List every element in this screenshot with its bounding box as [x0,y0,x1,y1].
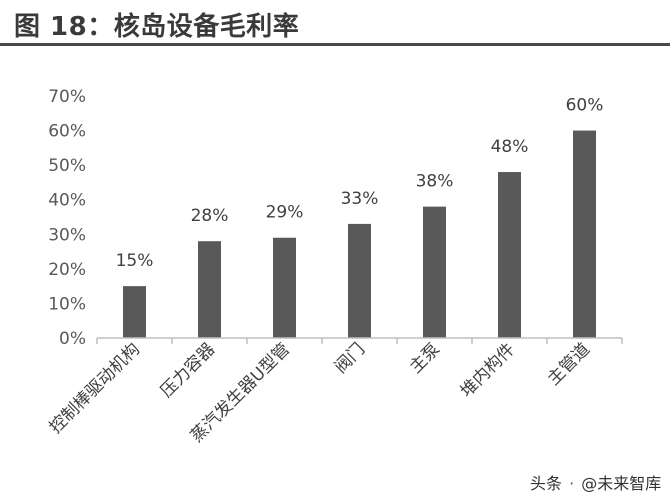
y-tick-label: 0% [59,329,86,349]
bar [123,286,146,338]
watermark-prefix: 头条 [530,474,563,493]
watermark-separator-icon: · [569,474,575,493]
y-tick-label: 40% [48,191,86,211]
bar [498,172,521,338]
y-tick-label: 50% [48,156,86,176]
bar [273,237,296,338]
y-tick-label: 70% [48,87,86,107]
bar-data-label: 28% [191,206,229,226]
bar-data-label: 29% [266,203,304,223]
bar [423,206,446,338]
bar-data-label: 15% [116,251,154,271]
x-axis-ticks [96,338,623,344]
bar-data-label: 33% [341,189,379,209]
figure-header: 图 18：核岛设备毛利率 [0,0,670,46]
bars [123,130,596,338]
watermark-handle: @未来智库 [581,474,662,493]
y-tick-label: 10% [48,294,86,314]
bar [573,130,596,338]
watermark: 头条 · @未来智库 [530,470,661,494]
y-tick-label: 30% [48,225,86,245]
y-axis-ticks: 0% 10% 20% 30% 40% 50% 60% 70% [48,87,86,349]
category-label: 主管道 [544,339,594,389]
category-label: 控制棒驱动机构 [46,339,144,437]
bar [348,223,371,338]
y-tick-label: 60% [48,122,86,142]
bar-data-label: 48% [491,137,529,157]
title-underline [0,43,670,46]
category-label: 主泵 [406,339,444,377]
y-tick-label: 20% [48,260,86,280]
data-labels: 15% 28% 29% 33% 38% 48% 60% [116,96,604,272]
category-label: 压力容器 [157,339,219,401]
figure-title: 图 18：核岛设备毛利率 [14,12,300,42]
bar-data-label: 38% [416,172,454,192]
category-label: 阀门 [331,339,369,377]
bar-data-label: 60% [566,96,604,116]
bar [198,241,221,338]
category-label: 堆内构件 [457,339,519,401]
